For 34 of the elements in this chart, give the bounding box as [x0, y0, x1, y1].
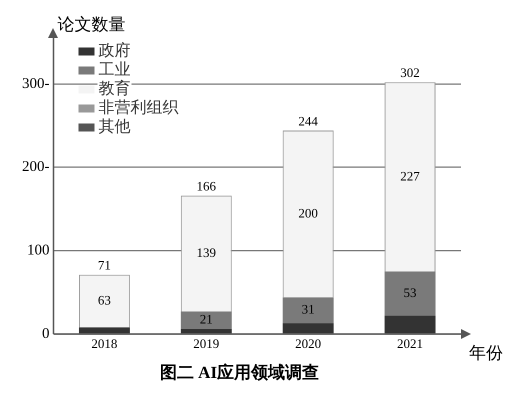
data-label: 31 [302, 302, 315, 317]
total-label: 244 [298, 113, 318, 128]
bar [180, 328, 232, 334]
y-tick-label: 200- [22, 159, 50, 176]
total-label: 71 [98, 258, 111, 273]
legend-label: 政府 [98, 40, 130, 60]
y-tick-label: 0 [42, 326, 50, 342]
bar [384, 316, 436, 334]
data-label: 53 [404, 284, 417, 300]
text: 图二 AI应用领域调查 [160, 363, 320, 382]
data-label: 63 [98, 292, 111, 308]
legend-label: 工业 [98, 60, 130, 79]
data-label: 21 [200, 312, 213, 327]
y-axis-title: 论文数量 [57, 14, 126, 35]
x-tick-label: 2019 [193, 336, 220, 352]
x-tick-label: 2020 [295, 336, 322, 352]
x-tick-label: 2021 [397, 336, 424, 352]
legend-label: 其他 [98, 116, 130, 136]
x-axis-title: 年份 [469, 343, 503, 364]
data-label: 200 [298, 205, 318, 220]
bar [282, 297, 334, 324]
legend-label: 非营利组织 [98, 98, 178, 117]
bar [384, 271, 436, 316]
total-label: 166 [196, 178, 217, 194]
bar [78, 327, 130, 334]
y-tick-label: 300- [22, 76, 50, 92]
total-label: 302 [400, 65, 420, 80]
bar [282, 323, 334, 334]
y-tick-label: 100 [26, 242, 50, 259]
bar [180, 311, 232, 329]
data-label: 139 [196, 244, 216, 260]
data-label: 227 [400, 168, 420, 184]
x-tick-label: 2018 [91, 336, 118, 352]
legend-label: 教育 [98, 78, 130, 98]
